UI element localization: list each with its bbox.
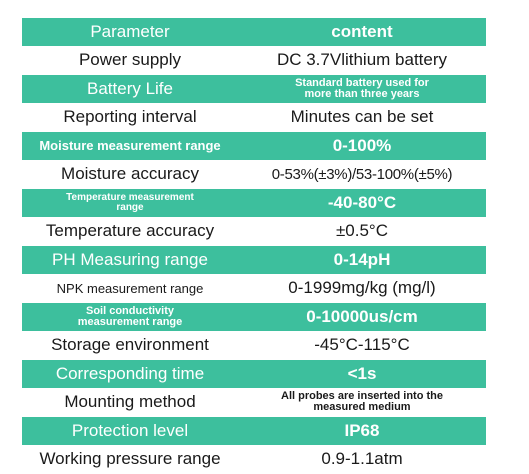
param-cell: NPK measurement range [56, 280, 204, 296]
param-cell: Temperature accuracy [45, 221, 215, 241]
param-cell: Power supply [78, 50, 182, 70]
content-cell: -40-80°C [327, 192, 397, 212]
param-cell: Reporting interval [63, 107, 197, 127]
content-cell: -45°C-115°C [314, 335, 410, 355]
table-row: Battery Life Standard battery used for m… [22, 75, 486, 104]
param-cell: Temperature measurement range [66, 191, 194, 213]
param-cell: Moisture accuracy [61, 164, 199, 184]
table-row: Storage environment -45°C-115°C [22, 331, 486, 360]
param-cell: Corresponding time [55, 363, 205, 383]
content-cell: 0-100% [332, 135, 392, 155]
table-row: Moisture accuracy 0-53%(±3%)/53-100%(±5%… [22, 160, 486, 189]
param-header: Parameter [90, 21, 170, 41]
table-row: Working pressure range 0.9-1.1atm [22, 445, 486, 474]
table-row: Corresponding time <1s [22, 360, 486, 389]
content-cell: All probes are inserted into the measure… [281, 390, 443, 414]
table-row: PH Measuring range 0-14pH [22, 246, 486, 275]
param-cell: Storage environment [51, 335, 209, 355]
content-cell: 0-14pH [333, 249, 391, 269]
param-cell: Mounting method [64, 392, 196, 412]
table-header-row: Parameter content [22, 18, 486, 47]
content-cell: 0-10000us/cm [306, 306, 418, 326]
content-cell: 0-53%(±3%)/53-100%(±5%) [271, 165, 453, 183]
content-cell: DC 3.7Vlithium battery [276, 50, 448, 70]
param-cell: Working pressure range [39, 449, 221, 469]
table-row: Power supply DC 3.7Vlithium battery [22, 46, 486, 75]
param-cell: Soil conductivity measurement range [77, 304, 183, 328]
content-cell: ±0.5°C [335, 221, 389, 241]
content-cell: 0-1999mg/kg (mg/l) [288, 278, 436, 298]
content-cell: Minutes can be set [290, 107, 434, 127]
param-cell: Battery Life [87, 78, 173, 98]
content-cell: 0.9-1.1atm [321, 449, 403, 469]
param-cell: Protection level [71, 420, 189, 440]
content-cell: IP68 [344, 420, 380, 440]
table-row: Reporting interval Minutes can be set [22, 103, 486, 132]
table-row: Soil conductivity measurement range 0-10… [22, 303, 486, 332]
table-row: Protection level IP68 [22, 417, 486, 446]
table-row: Moisture measurement range 0-100% [22, 132, 486, 161]
table-row: NPK measurement range 0-1999mg/kg (mg/l) [22, 274, 486, 303]
content-header: content [331, 21, 393, 41]
table-row: Temperature measurement range -40-80°C [22, 189, 486, 218]
table-row: Temperature accuracy ±0.5°C [22, 217, 486, 246]
content-cell: Standard battery used for more than thre… [295, 76, 429, 100]
table-row: Mounting method All probes are inserted … [22, 388, 486, 417]
param-cell: PH Measuring range [52, 249, 208, 269]
spec-table: Parameter content Power supply DC 3.7Vli… [22, 18, 486, 474]
content-cell: <1s [347, 363, 377, 383]
param-cell: Moisture measurement range [39, 138, 221, 154]
